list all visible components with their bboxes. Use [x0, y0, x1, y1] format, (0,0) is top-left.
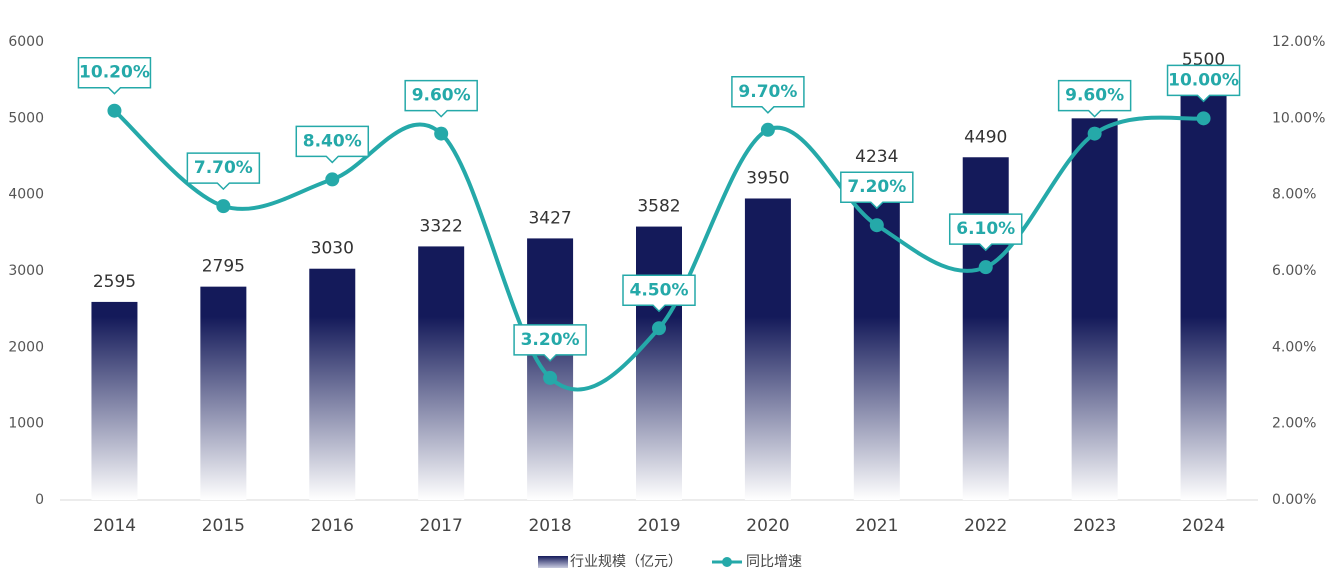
x-tick-label: 2018 — [528, 516, 571, 536]
label-box — [622, 274, 696, 313]
bar — [1071, 118, 1118, 500]
bar — [744, 198, 791, 500]
y-tick-label: 6000 — [8, 34, 44, 50]
label-box — [1057, 79, 1132, 118]
bar — [200, 286, 247, 500]
line-value-label: 7.20% — [840, 171, 914, 210]
label-box — [77, 56, 152, 95]
bar-value-label: 3950 — [746, 168, 789, 188]
line-value-text: 7.20% — [847, 177, 906, 197]
legend-label: 行业规模（亿元） — [570, 554, 682, 570]
line-value-label: 4.50% — [622, 274, 696, 313]
line-point — [760, 122, 775, 137]
line-value-label: 10.00% — [1166, 64, 1241, 103]
line-value-label: 10.20% — [77, 56, 152, 95]
bar — [91, 301, 138, 500]
x-tick-label: 2024 — [1182, 516, 1225, 536]
line-value-label: 9.60% — [404, 79, 478, 118]
bar — [309, 268, 356, 500]
label-box — [731, 76, 805, 114]
line-value-text: 9.60% — [412, 86, 471, 106]
bar-value-label: 3427 — [528, 208, 571, 228]
line-point — [869, 218, 884, 233]
x-tick-label: 2019 — [637, 516, 680, 536]
bar-value-label: 3030 — [311, 239, 354, 259]
legend-label: 同比增速 — [746, 554, 802, 570]
x-tick-label: 2014 — [93, 516, 136, 536]
bar — [636, 226, 682, 500]
y-tick-label: 0 — [35, 492, 44, 508]
y-tick-label: 5000 — [8, 110, 44, 126]
label-box — [948, 213, 1023, 252]
x-tick-label: 2017 — [420, 516, 463, 536]
y-tick-label: 4000 — [8, 187, 44, 203]
y-tick-label: 1000 — [8, 416, 44, 432]
line-point — [434, 126, 449, 141]
line-value-text: 9.60% — [1065, 86, 1124, 106]
line-point — [978, 260, 993, 275]
line-value-label: 9.60% — [1057, 79, 1132, 118]
y2-tick-label: 12.00% — [1272, 34, 1325, 50]
line-value-text: 10.00% — [1168, 70, 1239, 90]
line-value-text: 9.70% — [738, 82, 797, 102]
line-value-text: 4.50% — [630, 280, 689, 300]
bar-value-label: 3582 — [637, 197, 680, 217]
y2-tick-label: 6.00% — [1272, 263, 1316, 279]
x-tick-label: 2021 — [855, 516, 898, 536]
y2-tick-label: 4.00% — [1272, 339, 1316, 355]
label-box — [295, 125, 370, 164]
label-box — [186, 152, 261, 191]
line-value-label: 6.10% — [948, 213, 1023, 252]
line-value-text: 6.10% — [956, 219, 1015, 239]
label-box — [404, 79, 478, 118]
line-value-label: 8.40% — [295, 125, 370, 164]
line-point — [1087, 126, 1102, 141]
bar-value-label: 4490 — [964, 127, 1007, 147]
y-tick-label: 3000 — [8, 263, 44, 279]
line-point — [652, 321, 666, 336]
line-value-text: 8.40% — [303, 131, 362, 151]
y-tick-label: 2000 — [8, 339, 44, 355]
line-value-label: 3.20% — [513, 324, 587, 362]
line-point — [325, 172, 340, 187]
y2-tick-label: 8.00% — [1272, 187, 1316, 203]
line-value-text: 3.20% — [521, 330, 580, 350]
bar — [1180, 80, 1227, 501]
label-box — [513, 324, 587, 362]
line-value-text: 7.70% — [194, 158, 253, 178]
x-tick-label: 2016 — [311, 516, 354, 536]
label-box — [1166, 64, 1241, 103]
line-value-label: 7.70% — [186, 152, 261, 191]
bar-value-label: 2795 — [202, 257, 245, 277]
y2-tick-label: 10.00% — [1272, 110, 1325, 126]
x-tick-label: 2015 — [202, 516, 245, 536]
line-point — [216, 199, 231, 214]
bar — [418, 246, 465, 500]
line-point — [543, 370, 558, 385]
bar — [527, 238, 574, 500]
bar — [962, 157, 1009, 500]
bar-value-label: 3322 — [420, 216, 463, 236]
y2-tick-label: 2.00% — [1272, 416, 1316, 432]
x-tick-label: 2023 — [1073, 516, 1116, 536]
label-box — [840, 171, 914, 210]
bar-value-label: 2595 — [93, 272, 136, 292]
line-value-label: 9.70% — [731, 76, 805, 114]
line-point — [107, 103, 122, 118]
line-value-text: 10.20% — [79, 63, 150, 83]
bar-value-label: 4234 — [855, 147, 898, 167]
legend-swatch — [538, 556, 568, 568]
line-point — [1196, 111, 1211, 126]
y2-tick-label: 0.00% — [1272, 492, 1316, 508]
x-tick-label: 2020 — [746, 516, 789, 536]
legend-swatch-dot — [722, 557, 732, 567]
x-tick-label: 2022 — [964, 516, 1007, 536]
